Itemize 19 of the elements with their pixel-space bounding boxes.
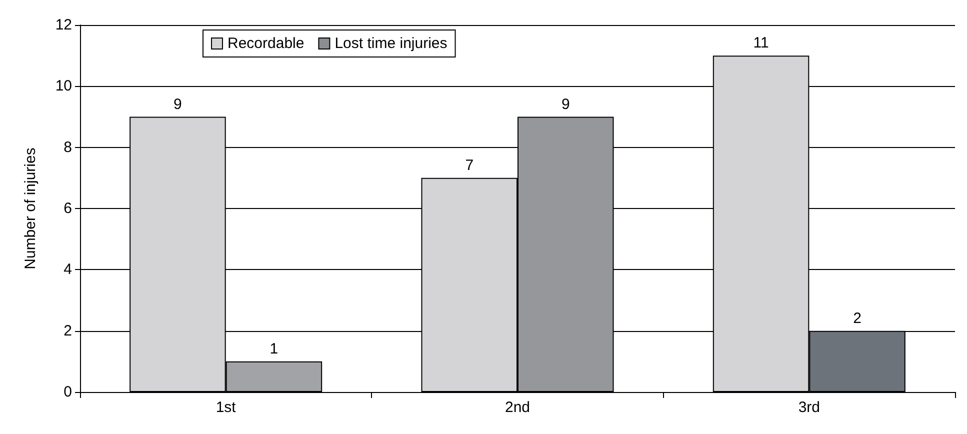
data-label: 9 [174, 96, 182, 113]
data-label: 1 [270, 340, 278, 358]
data-label: 9 [561, 96, 570, 113]
y-tick-label: 4 [64, 261, 72, 278]
y-tick-label: 2 [64, 322, 72, 340]
y-tick-label: 12 [55, 16, 72, 34]
x-tick-label: 2nd [504, 399, 530, 416]
data-label: 7 [465, 156, 474, 174]
legend-label: Recordable [228, 35, 304, 52]
y-tick-label: 8 [64, 138, 72, 156]
x-tick-label: 3rd [798, 399, 820, 416]
data-label: 11 [753, 34, 769, 52]
y-tick-label: 10 [55, 78, 72, 95]
data-label: 2 [853, 310, 862, 327]
y-tick-label: 6 [64, 200, 72, 217]
y-axis-title: Number of injuries [22, 148, 39, 270]
legend-label: Lost time injuries [334, 35, 448, 52]
y-tick-label: 0 [64, 384, 72, 400]
x-tick-label: 1st [216, 399, 237, 416]
